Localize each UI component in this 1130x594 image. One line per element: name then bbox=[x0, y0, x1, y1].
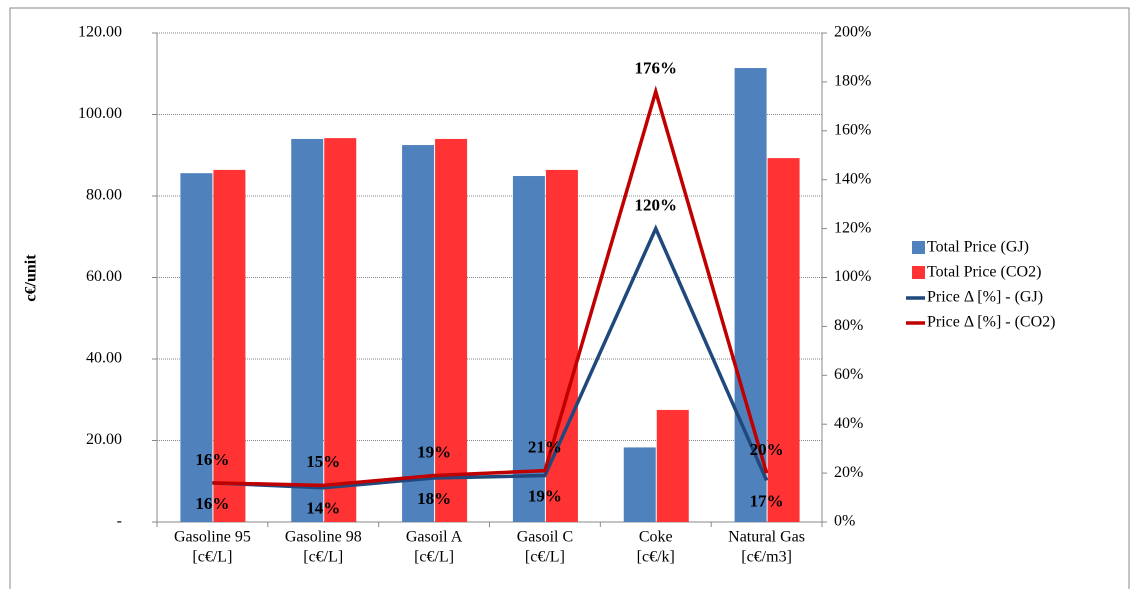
x-tick-label: Coke bbox=[639, 529, 673, 546]
line bbox=[212, 85, 769, 488]
y-tick-label: 60.00 bbox=[86, 268, 122, 285]
data-label: 120% bbox=[635, 196, 678, 215]
bar bbox=[213, 169, 246, 523]
data-label: 16% bbox=[195, 494, 229, 513]
bar bbox=[180, 173, 213, 522]
legend-label: Price Δ [%] - (CO2) bbox=[927, 314, 1055, 331]
data-label: 19% bbox=[417, 442, 451, 461]
x-tick-label: [c€/m3] bbox=[741, 549, 792, 566]
y-tick-label: - bbox=[117, 513, 122, 530]
data-label: 16% bbox=[195, 450, 229, 469]
bar bbox=[767, 158, 800, 523]
y-tick-label: 120.00 bbox=[78, 24, 122, 41]
legend-label: Total Price (CO2) bbox=[927, 264, 1041, 281]
legend-label: Price Δ [%] - (GJ) bbox=[927, 289, 1043, 306]
y-tick-label: 80.00 bbox=[86, 187, 122, 204]
y2-tick-label: 60% bbox=[834, 366, 863, 383]
y2-tick-label: 20% bbox=[834, 464, 863, 481]
legend-label: Total Price (GJ) bbox=[927, 239, 1029, 256]
data-label: 20% bbox=[750, 440, 784, 459]
x-tick-label: Natural Gas bbox=[728, 529, 805, 546]
bar bbox=[324, 138, 357, 522]
y2-tick-label: 100% bbox=[834, 268, 871, 285]
data-label: 19% bbox=[528, 486, 562, 505]
data-label: 15% bbox=[306, 452, 340, 471]
bar bbox=[402, 145, 435, 522]
y2-tick-label: 120% bbox=[834, 219, 871, 236]
bar bbox=[435, 138, 468, 522]
x-tick-label: Gasoline 98 bbox=[285, 529, 362, 546]
bar bbox=[291, 138, 324, 522]
y2-tick-label: 200% bbox=[834, 24, 871, 41]
bar bbox=[656, 409, 689, 522]
y-tick-label: 20.00 bbox=[86, 431, 122, 448]
y2-tick-label: 160% bbox=[834, 121, 871, 138]
x-tick-label: Gasoline 95 bbox=[174, 529, 251, 546]
x-tick-label: [c€/L] bbox=[414, 549, 454, 566]
line bbox=[212, 224, 769, 490]
data-label: 14% bbox=[306, 499, 340, 518]
x-tick-label: [c€/L] bbox=[525, 549, 565, 566]
legend-swatch bbox=[912, 266, 925, 279]
x-tick-label: Gasoil C bbox=[517, 529, 573, 546]
y2-tick-label: 140% bbox=[834, 170, 871, 187]
y2-tick-label: 0% bbox=[834, 513, 855, 530]
y-tick-label: 40.00 bbox=[86, 350, 122, 367]
x-tick-label: [c€/L] bbox=[192, 549, 232, 566]
bar bbox=[623, 447, 656, 522]
legend-swatch bbox=[912, 241, 925, 254]
bar bbox=[512, 176, 545, 522]
data-label: 18% bbox=[417, 489, 451, 508]
y2-tick-label: 180% bbox=[834, 73, 871, 90]
x-tick-label: [c€/L] bbox=[303, 549, 343, 566]
y2-tick-label: 80% bbox=[834, 317, 863, 334]
y-axis-title: c€/unit bbox=[23, 254, 40, 302]
bar bbox=[545, 169, 578, 523]
data-label: 17% bbox=[750, 491, 784, 510]
y2-tick-label: 40% bbox=[834, 415, 863, 432]
x-tick-label: [c€/k] bbox=[637, 549, 675, 566]
data-label: 21% bbox=[528, 438, 562, 457]
data-label: 176% bbox=[635, 59, 678, 78]
x-tick-label: Gasoil A bbox=[406, 529, 463, 546]
y-tick-label: 100.00 bbox=[78, 105, 122, 122]
